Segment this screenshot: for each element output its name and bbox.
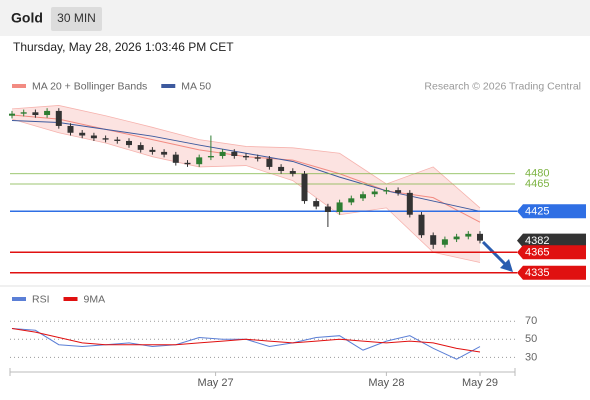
level-label: 4425 [525, 206, 549, 218]
legend-label: RSI [32, 293, 50, 305]
candle-body [172, 154, 179, 163]
level-label: 4382 [525, 235, 549, 247]
candle-body [207, 155, 214, 158]
candle-body [231, 151, 238, 156]
level-tag [517, 265, 586, 280]
x-tick-label: May 27 [198, 377, 234, 389]
candle-body [196, 157, 203, 165]
level-label: 4365 [525, 247, 549, 259]
x-tick-label: May 28 [368, 377, 404, 389]
y-tick-label: 30 [525, 351, 537, 363]
candle-body [67, 125, 74, 133]
x-tick-label: May 29 [462, 377, 498, 389]
candle-body [395, 190, 402, 193]
overlay-line [11, 105, 481, 209]
candle-body [44, 110, 51, 116]
legend-label: MA 20 + Bollinger Bands [32, 80, 147, 92]
candle-body [336, 202, 343, 212]
candle-body [161, 151, 168, 155]
candle-body [137, 145, 144, 150]
candle-body [430, 235, 437, 245]
candle-body [20, 112, 27, 114]
legend-swatch [12, 84, 26, 88]
legend-swatch [161, 84, 176, 88]
candle-body [9, 113, 15, 116]
series-line [11, 327, 481, 360]
candle-body [418, 214, 425, 236]
candle-body [360, 194, 366, 199]
candle-body [102, 138, 109, 140]
level-tag [517, 204, 586, 219]
candle-body [114, 139, 121, 141]
candle-body [477, 233, 483, 241]
candle-body [465, 233, 472, 237]
forecast-arrow-head [500, 259, 513, 272]
candle-body [406, 192, 413, 215]
y-tick-label: 70 [525, 315, 537, 327]
overlay-line [11, 118, 481, 263]
candle-body [184, 162, 191, 165]
forecast-arrow [481, 240, 509, 268]
candle-body [278, 166, 285, 172]
level-label: 4480 [525, 168, 549, 180]
level-label: 4335 [525, 267, 549, 279]
candle-body [324, 206, 331, 212]
interval-box[interactable] [51, 7, 102, 31]
candle-body [32, 112, 39, 116]
datetime: Thursday, May 28, 2026 1:03:46 PM CET [13, 40, 234, 54]
candle-body [453, 236, 460, 240]
symbol: Gold [11, 10, 43, 26]
candle-body [383, 190, 390, 192]
series-line [11, 327, 481, 353]
candle-body [126, 140, 132, 146]
interval[interactable]: 30 MIN [57, 11, 96, 25]
candle-body [266, 158, 273, 167]
candle-body [301, 173, 308, 202]
level-tag [517, 245, 586, 260]
y-tick-label: 50 [525, 333, 537, 345]
credit: Research © 2026 Trading Central [424, 80, 581, 92]
legend-swatch [12, 297, 26, 301]
candle-body [55, 110, 62, 126]
candle-body [289, 171, 296, 174]
candle-body [441, 239, 448, 245]
candle-body [371, 191, 378, 195]
candle-body [90, 135, 97, 139]
level-tag [517, 233, 586, 248]
legend-swatch [63, 297, 78, 301]
candle-body [79, 132, 86, 136]
legend-label: MA 50 [181, 80, 211, 92]
legend-label: 9MA [84, 293, 106, 305]
candle-body [243, 155, 249, 158]
candle-body [219, 151, 226, 156]
candle-body [254, 157, 261, 159]
candle-body [348, 198, 355, 203]
candle-body [149, 149, 156, 152]
level-label: 4465 [525, 178, 549, 190]
candle-body [313, 201, 320, 207]
